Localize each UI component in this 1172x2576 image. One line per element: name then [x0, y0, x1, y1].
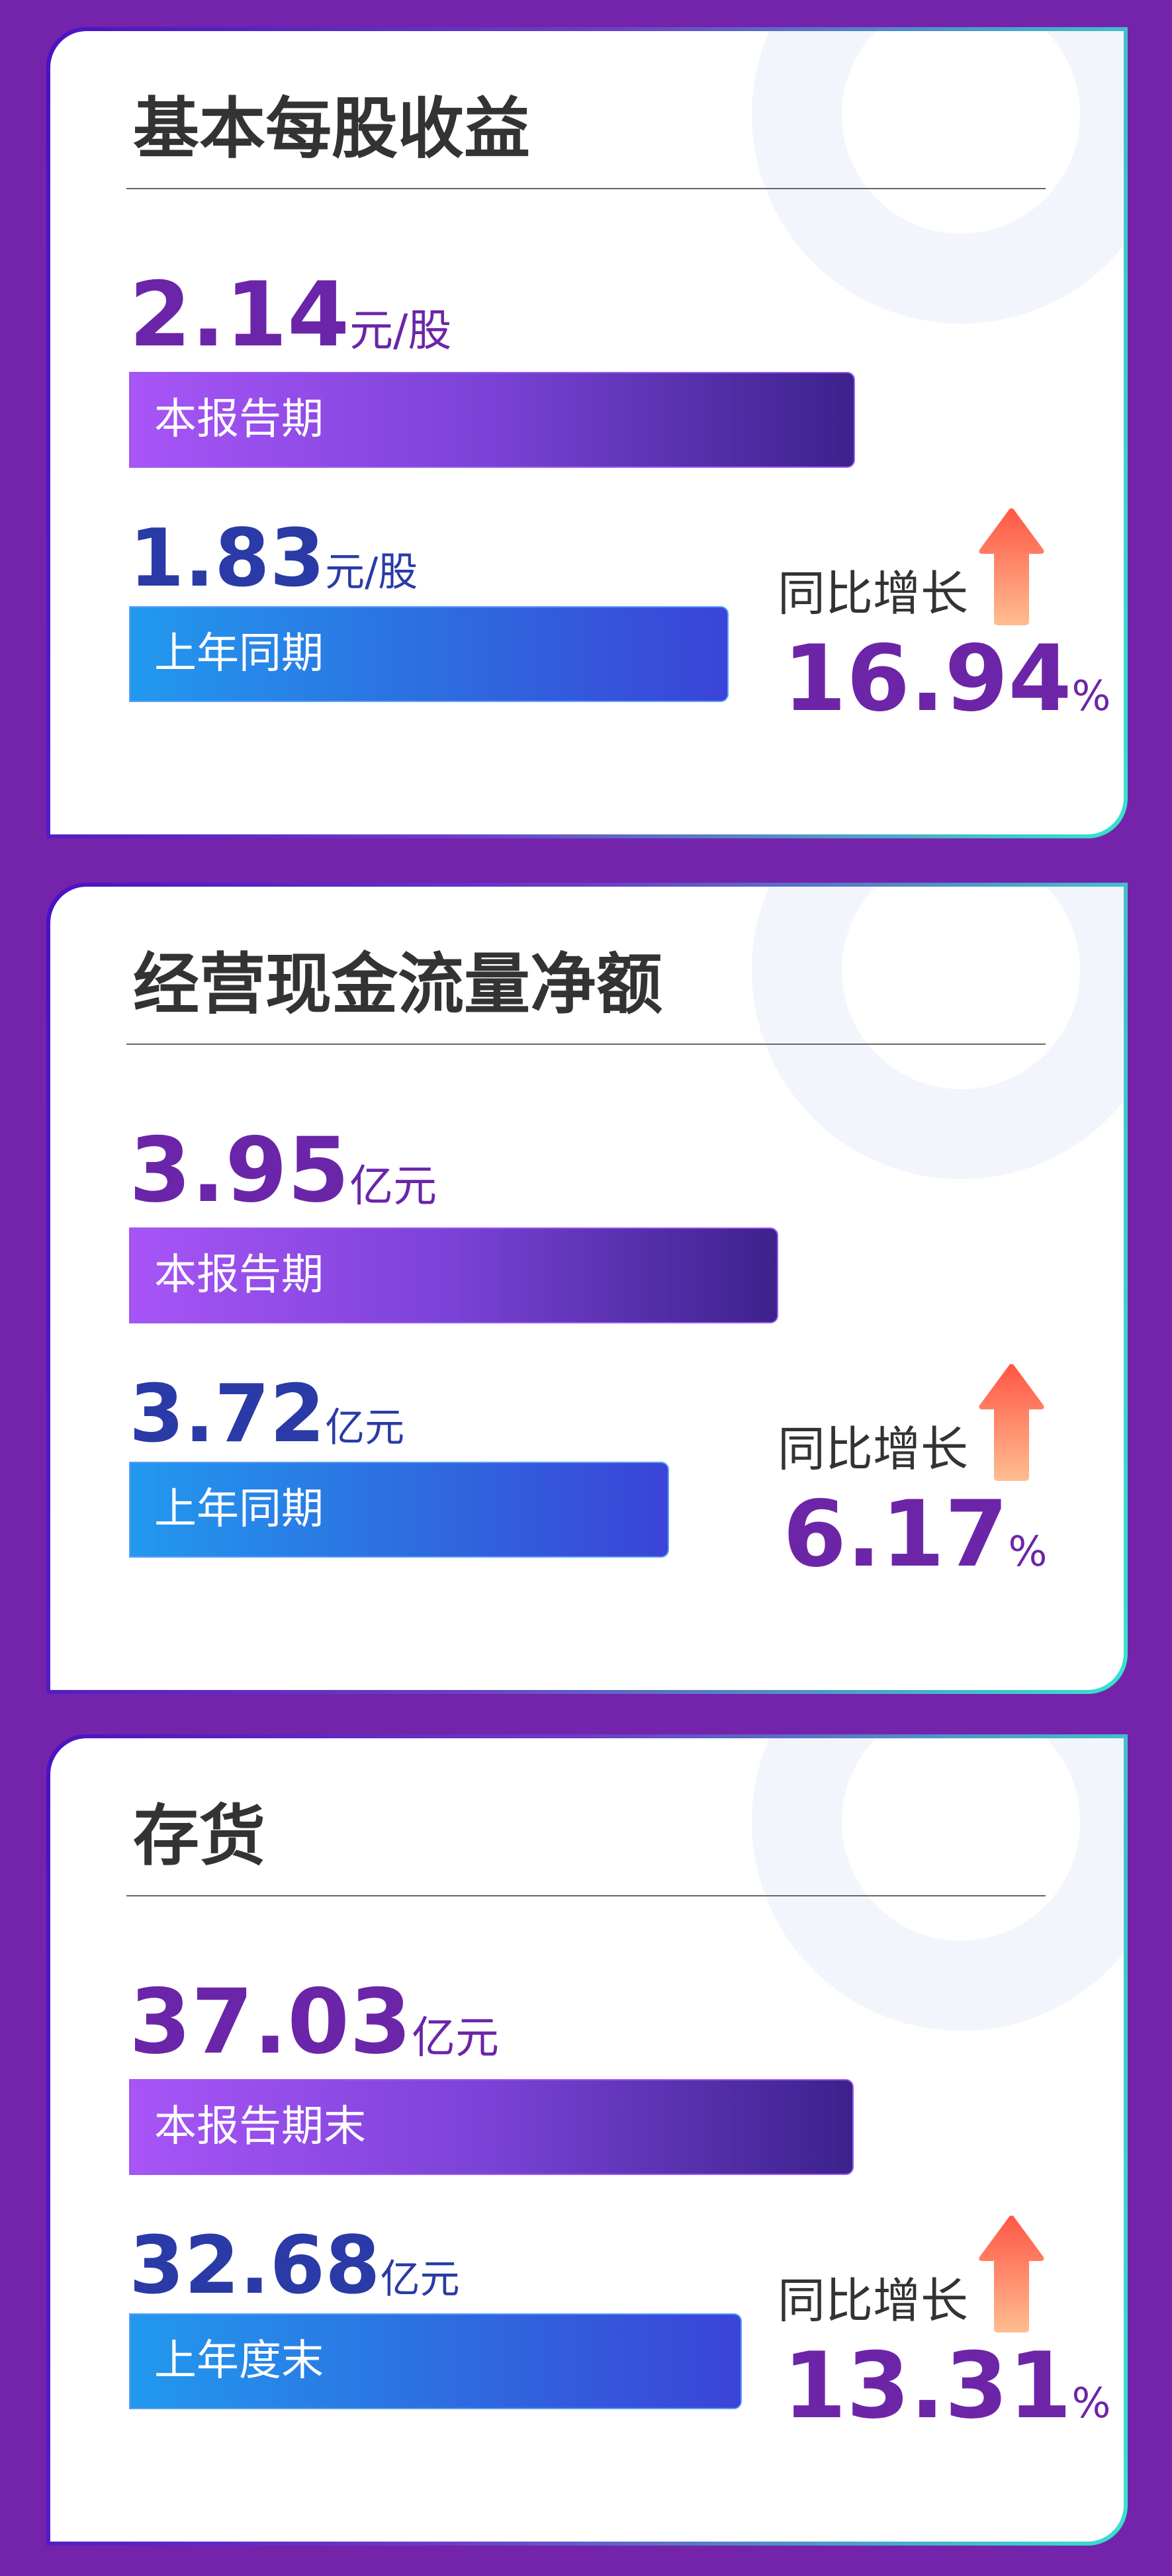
- prior-period-bar: 上年同期: [129, 1462, 669, 1558]
- prior-period-bar: 上年同期: [129, 606, 729, 702]
- prior-value: 32.68亿元: [129, 2227, 460, 2306]
- current-value-number: 2.14: [129, 263, 350, 367]
- arrow-up-icon: [979, 1364, 1044, 1481]
- prior-period-label: 上年度末: [154, 2336, 324, 2385]
- growth-value-number: 13.31: [783, 2332, 1072, 2439]
- card-title: 经营现金流量净额: [133, 946, 662, 1023]
- growth-value-unit: %: [1008, 1527, 1048, 1576]
- current-period-label: 本报告期: [154, 395, 324, 444]
- growth-value: 16.94%: [783, 633, 1110, 725]
- current-value: 37.03亿元: [129, 1977, 499, 2066]
- growth-value-number: 16.94: [783, 625, 1072, 732]
- prior-value-unit: 亿元: [380, 2256, 460, 2303]
- prior-value-unit: 亿元: [325, 1405, 405, 1451]
- metric-card: 经营现金流量净额 3.95亿元 本报告期 3.72亿元 上年同期 同比增长 6.…: [46, 883, 1128, 1694]
- current-value-unit: 亿元: [412, 2012, 500, 2063]
- growth-value-number: 6.17: [783, 1481, 1009, 1587]
- growth-label: 同比增长: [778, 1421, 969, 1477]
- prior-value: 1.83元/股: [129, 519, 418, 599]
- growth-value: 6.17%: [783, 1489, 1047, 1580]
- current-value-number: 3.95: [129, 1118, 350, 1222]
- title-divider: [126, 1044, 1046, 1045]
- prior-value-number: 3.72: [129, 1368, 326, 1460]
- current-value-number: 37.03: [129, 1970, 412, 2074]
- card-title: 存货: [133, 1797, 265, 1875]
- card-title: 基本每股收益: [133, 90, 530, 167]
- growth-label: 同比增长: [778, 566, 969, 621]
- arrow-up-icon: [979, 2215, 1044, 2332]
- prior-period-label: 上年同期: [154, 629, 324, 678]
- title-divider: [126, 1895, 1046, 1896]
- arrow-up-icon: [979, 508, 1044, 625]
- prior-value-unit: 元/股: [325, 549, 418, 596]
- current-period-bar: 本报告期末: [129, 2079, 854, 2175]
- decorative-ring: [752, 1738, 1124, 2031]
- title-divider: [126, 188, 1046, 189]
- metric-card: 基本每股收益 2.14元/股 本报告期 1.83元/股 上年同期 同比增长 16…: [46, 27, 1128, 838]
- current-value-unit: 亿元: [349, 1161, 437, 1212]
- growth-value: 13.31%: [783, 2340, 1110, 2432]
- prior-value-number: 32.68: [129, 2220, 381, 2312]
- current-period-label: 本报告期: [154, 1251, 324, 1300]
- metric-card: 存货 37.03亿元 本报告期末 32.68亿元 上年度末 同比增长 13.31…: [46, 1734, 1128, 2546]
- card-body: 基本每股收益 2.14元/股 本报告期 1.83元/股 上年同期 同比增长 16…: [50, 31, 1124, 834]
- current-value-unit: 元/股: [349, 305, 452, 356]
- prior-value: 3.72亿元: [129, 1375, 404, 1454]
- current-value: 2.14元/股: [129, 270, 451, 359]
- decorative-ring: [752, 31, 1124, 324]
- current-period-bar: 本报告期: [129, 372, 855, 468]
- prior-period-bar: 上年度末: [129, 2313, 742, 2409]
- growth-value-unit: %: [1071, 2379, 1111, 2427]
- card-body: 经营现金流量净额 3.95亿元 本报告期 3.72亿元 上年同期 同比增长 6.…: [50, 887, 1124, 1690]
- decorative-ring: [752, 887, 1124, 1179]
- current-period-label: 本报告期末: [154, 2102, 366, 2151]
- current-period-bar: 本报告期: [129, 1227, 778, 1323]
- card-body: 存货 37.03亿元 本报告期末 32.68亿元 上年度末 同比增长 13.31…: [50, 1738, 1124, 2542]
- prior-value-number: 1.83: [129, 513, 326, 605]
- current-value: 3.95亿元: [129, 1126, 437, 1215]
- prior-period-label: 上年同期: [154, 1485, 324, 1534]
- growth-value-unit: %: [1071, 672, 1111, 720]
- growth-label: 同比增长: [778, 2273, 969, 2329]
